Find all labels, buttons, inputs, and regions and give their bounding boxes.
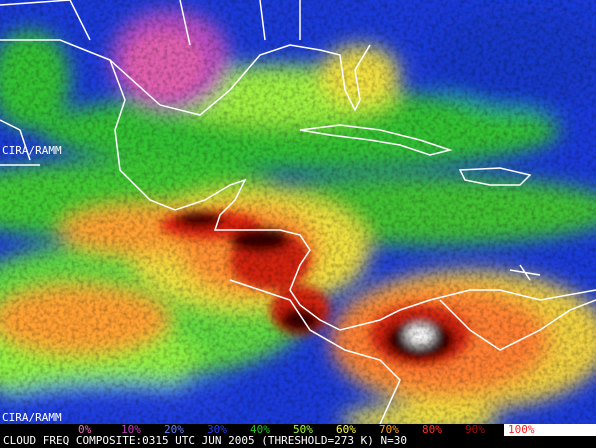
scale-swatch bbox=[160, 424, 203, 436]
caption: CLOUD FREQ COMPOSITE:0315 UTC JUN 2005 (… bbox=[3, 434, 407, 447]
scale-swatch bbox=[461, 424, 504, 436]
scale-swatch bbox=[504, 424, 596, 436]
coastlines bbox=[0, 0, 596, 425]
scale-swatch bbox=[332, 424, 375, 436]
scale-swatch bbox=[375, 424, 418, 436]
scale-swatch bbox=[289, 424, 332, 436]
scale-swatch bbox=[418, 424, 461, 436]
scale-swatch bbox=[203, 424, 246, 436]
scale-label: 10% bbox=[121, 423, 141, 436]
scale-label: 90% bbox=[465, 423, 485, 436]
color-scale: 0% 10% 20% 30% 40% 50% 60% 70% 80% 90% 100% bbox=[0, 423, 596, 436]
scale-label: 70% bbox=[379, 423, 399, 436]
scale-swatch bbox=[74, 424, 117, 436]
scale-swatch bbox=[246, 424, 289, 436]
scale-label: 80% bbox=[422, 423, 442, 436]
scale-label: 60% bbox=[336, 423, 356, 436]
scale-label: 0% bbox=[78, 423, 92, 436]
scale-label: 100% bbox=[508, 423, 535, 436]
scale-label: 50% bbox=[293, 423, 313, 436]
credit: CIRA/RAMM bbox=[2, 144, 62, 157]
scale-label: 40% bbox=[250, 423, 270, 436]
scale-swatch bbox=[117, 424, 160, 436]
credit: CIRA/RAMM bbox=[2, 411, 62, 424]
scale-label: 20% bbox=[164, 423, 184, 436]
scale-label: 30% bbox=[207, 423, 227, 436]
cloud-field bbox=[0, 0, 596, 424]
